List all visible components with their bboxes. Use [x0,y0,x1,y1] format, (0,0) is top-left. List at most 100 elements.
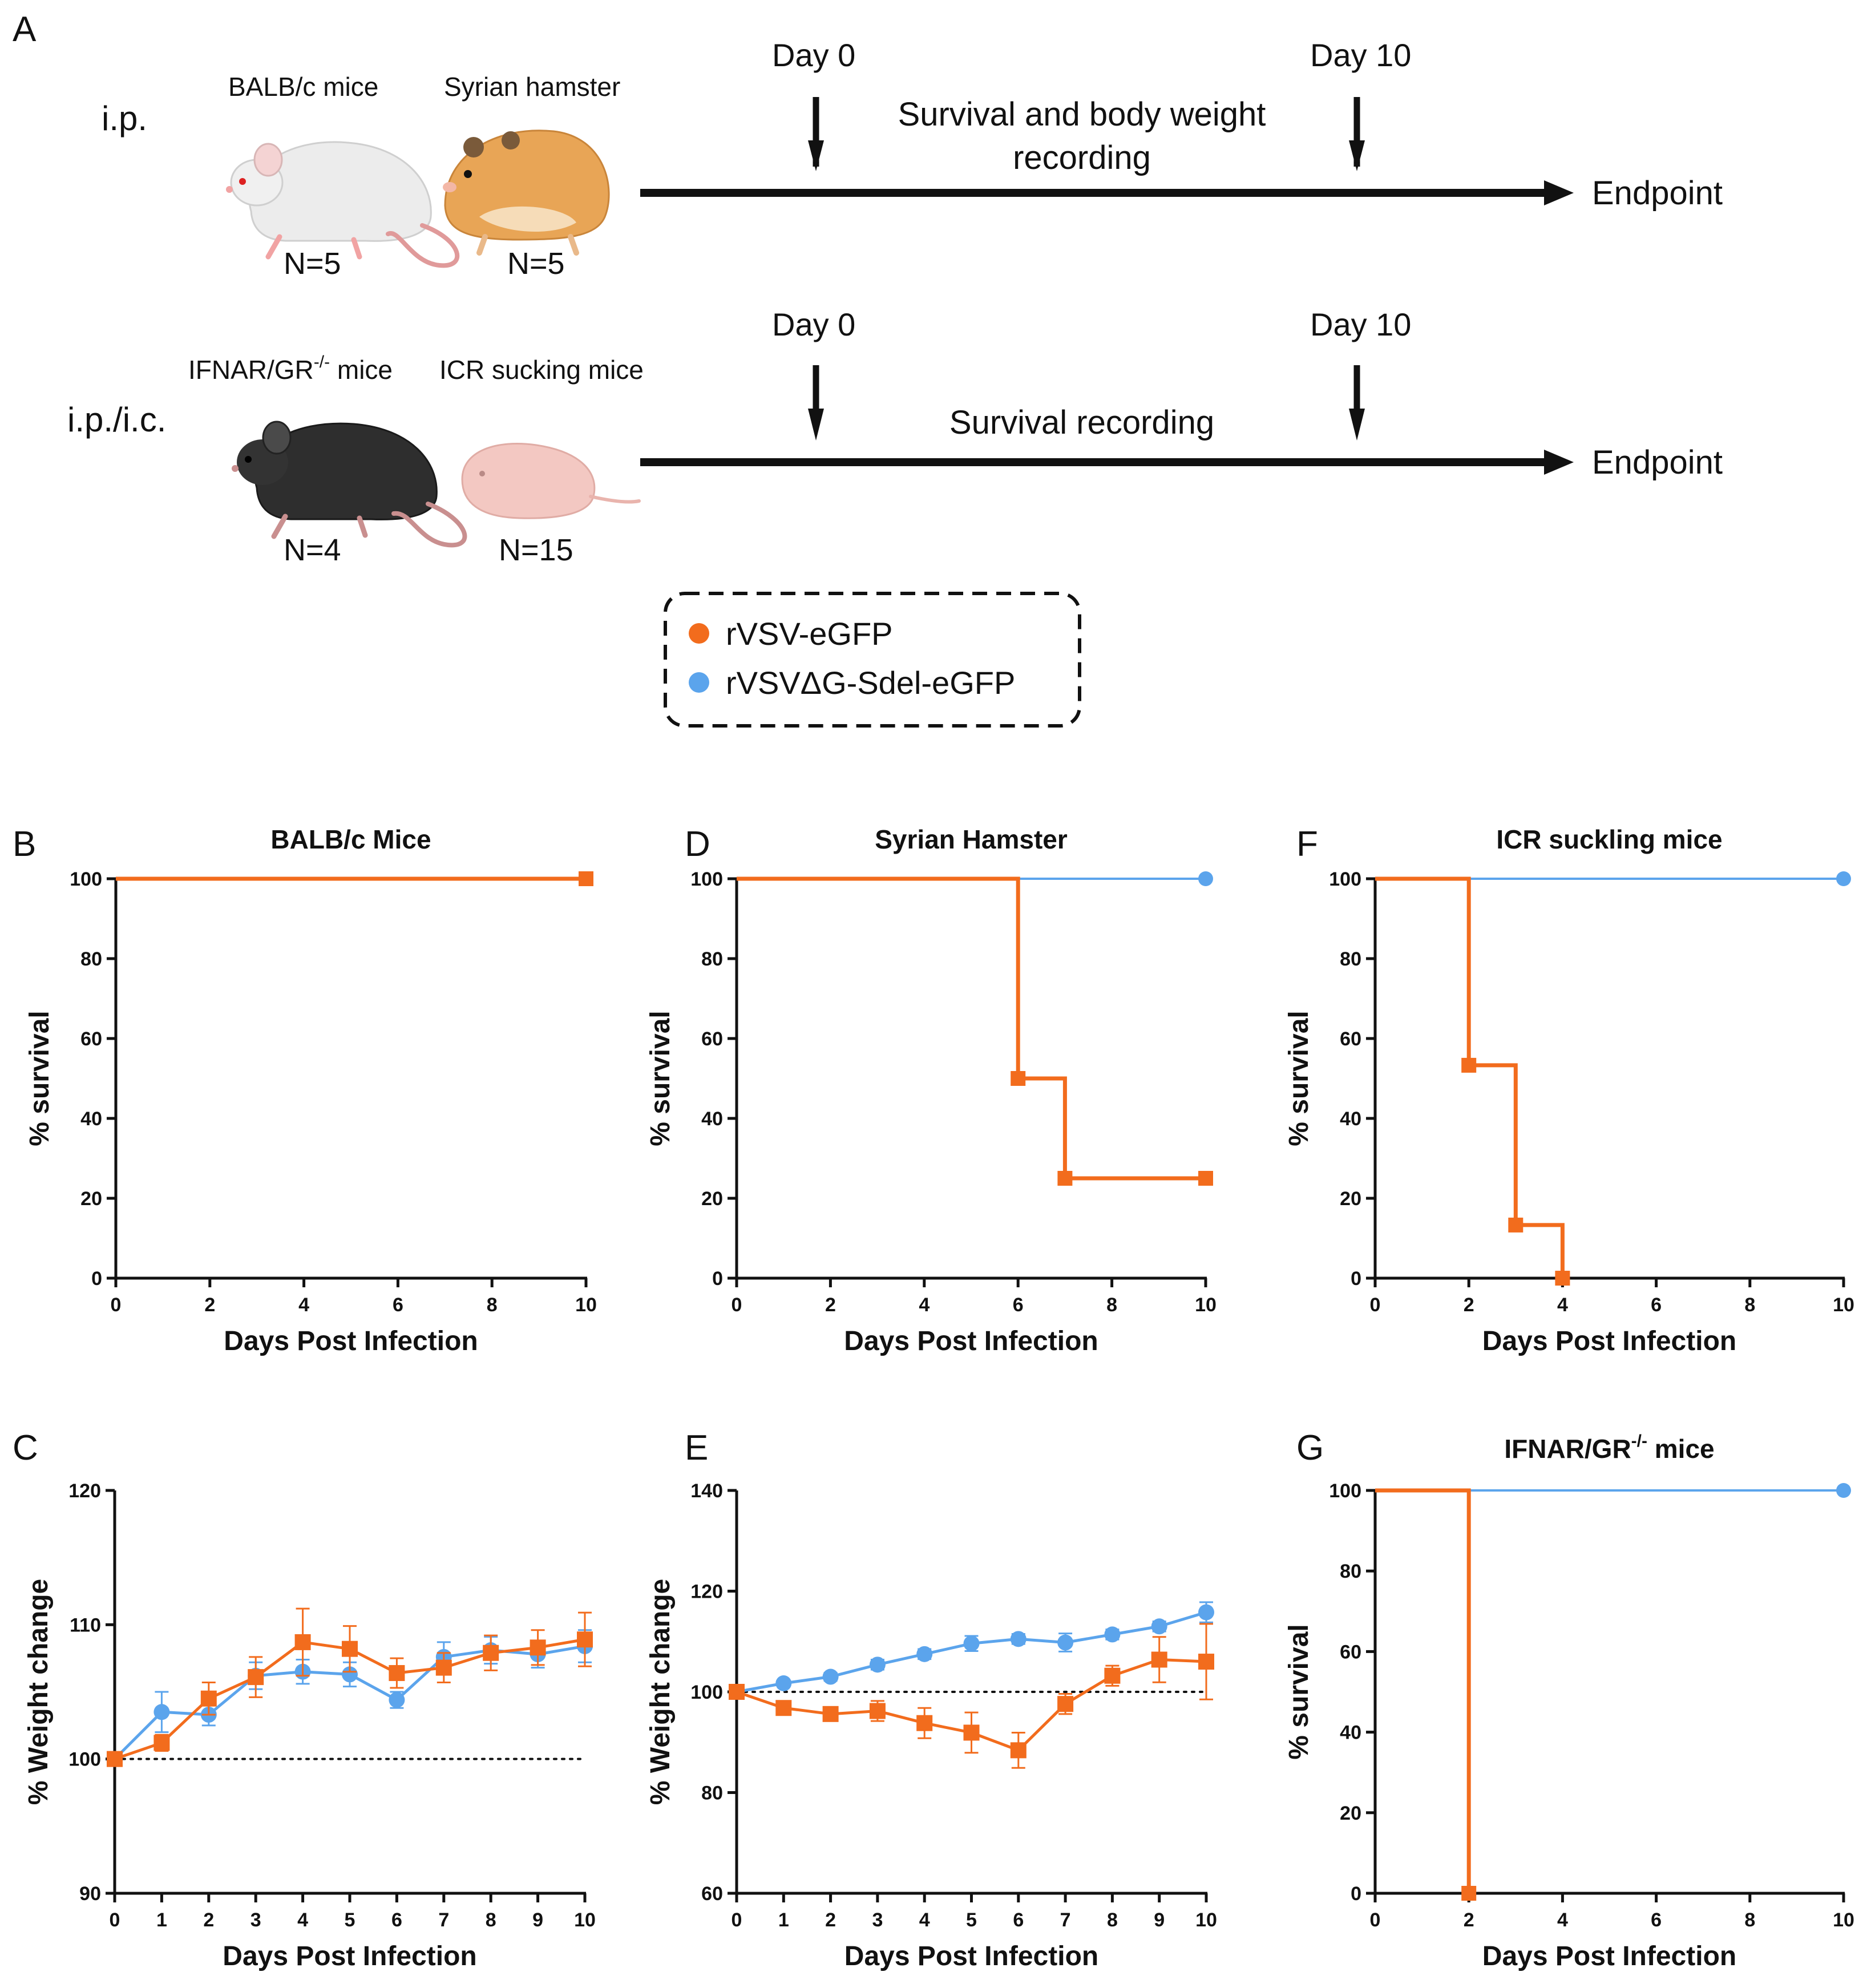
legend-label-rvsv: rVSV-eGFP [726,616,893,652]
x-tick-label: 5 [345,1909,355,1931]
data-point [248,1669,264,1686]
data-point [1010,1742,1027,1759]
chart-title: Syrian Hamster [875,825,1068,854]
animal-balbc-label: BALB/c mice [228,72,378,102]
x-tick-label: 4 [297,1909,308,1931]
x-tick-label: 6 [1651,1909,1662,1931]
data-point [1198,1654,1214,1670]
y-tick-label: 110 [70,1614,101,1636]
data-point [1151,1618,1167,1635]
row1-timeline-arrowhead [1544,180,1574,205]
panel-label-g: G [1296,1428,1324,1468]
row1-endpoint: Endpoint [1592,175,1723,212]
x-tick-label: 4 [1557,1294,1568,1316]
data-point [389,1665,405,1682]
x-tick-label: 2 [825,1909,836,1931]
x-tick-label: 6 [393,1294,403,1316]
y-tick-label: 80 [701,948,723,970]
y-tick-label: 60 [1340,1641,1361,1663]
legend-box [664,592,1081,728]
x-axis-label: Days Post Infection [223,1941,476,1971]
x-tick-label: 2 [1464,1294,1474,1316]
x-tick-label: 0 [732,1294,742,1316]
y-tick-label: 20 [1340,1188,1361,1210]
data-point [963,1724,980,1741]
x-tick-label: 8 [1107,1909,1118,1931]
y-axis-label: % survival [645,1011,676,1146]
chart-title-tail: mice [1647,1434,1715,1464]
data-point [1104,1667,1121,1684]
x-axis-label: Days Post Infection [844,1941,1098,1971]
chart-title-main: BALB/c Mice [270,825,431,854]
y-tick-label: 80 [701,1783,723,1804]
x-tick-label: 2 [1464,1909,1474,1931]
data-point [1198,1171,1213,1186]
white-mouse-icon [226,141,460,268]
y-tick-label: 0 [712,1268,723,1290]
y-tick-label: 20 [80,1188,102,1210]
y-tick-label: 0 [1351,1883,1361,1905]
x-tick-label: 10 [1833,1294,1854,1316]
x-tick-label: 4 [919,1294,930,1316]
y-tick-label: 60 [1340,1028,1361,1050]
x-tick-label: 8 [487,1294,498,1316]
x-tick-label: 8 [486,1909,496,1931]
x-tick-label: 0 [110,1909,120,1931]
data-point [579,871,593,886]
data-point [1461,1057,1477,1073]
chart-title-main: Syrian Hamster [875,825,1068,854]
data-point [107,1751,123,1767]
y-tick-label: 0 [1351,1268,1361,1290]
data-point [1151,1651,1167,1668]
y-tick-label: 80 [1340,1561,1361,1582]
data-point [153,1735,170,1751]
y-tick-label: 0 [91,1268,102,1290]
data-point [342,1640,358,1657]
data-point [435,1659,452,1676]
pup-icon [461,443,641,519]
y-tick-label: 100 [70,868,102,890]
data-point [729,1684,745,1700]
x-tick-label: 6 [391,1909,402,1931]
data-point [294,1634,311,1650]
x-tick-label: 2 [825,1294,836,1316]
x-tick-label: 10 [574,1909,596,1931]
x-axis-label: Days Post Infection [844,1326,1098,1356]
x-tick-label: 8 [1106,1294,1117,1316]
x-axis-label: Days Post Infection [1482,1326,1736,1356]
x-tick-label: 10 [1195,1909,1217,1931]
chart-panel-e: E 60 80 100 120 140 0 1 2 3 4 5 6 7 8 9 10 Days Post Infe… [645,1428,1217,1971]
row2-day10-label: Day 10 [1310,306,1411,342]
row2-timeline-arrowhead [1544,450,1574,475]
animal-icr-label: ICR sucking mice [439,355,644,385]
data-point [775,1675,792,1691]
chart-title: BALB/c Mice [270,825,431,854]
x-tick-label: 1 [778,1909,789,1931]
y-tick-label: 100 [68,1749,101,1771]
data-point [775,1700,792,1716]
chart-title: IFNAR/GR-/- mice [1504,1432,1714,1464]
y-tick-label: 100 [1329,868,1361,890]
data-point [1508,1217,1523,1233]
data-point [963,1635,980,1652]
x-tick-label: 4 [1557,1909,1568,1931]
data-point [483,1644,499,1661]
row1-day10-arrowhead [1349,140,1365,171]
y-tick-label: 80 [1340,948,1361,970]
data-point [1010,1631,1027,1647]
y-axis-label: % Weight change [645,1579,676,1805]
y-tick-label: 90 [79,1883,101,1905]
series-line-rvsvdg [736,1611,1207,1694]
row1-day10-label: Day 10 [1310,37,1411,73]
hamster-icon [443,130,610,256]
data-point [1555,1271,1570,1286]
animal-ifnar-sup: -/- [314,353,330,371]
data-point [916,1646,933,1662]
row2-endpoint: Endpoint [1592,444,1723,481]
panel-label-e: E [685,1428,708,1468]
chart-panel-f: F ICR suckling mice 0 20 40 60 80 100 0 2 4 6 8 10 Day… [1284,825,1854,1356]
y-axis-label: % Weight change [23,1579,54,1805]
legend-marker-rvsvdg [689,672,709,693]
row1-caption-line2: recording [1013,139,1151,176]
